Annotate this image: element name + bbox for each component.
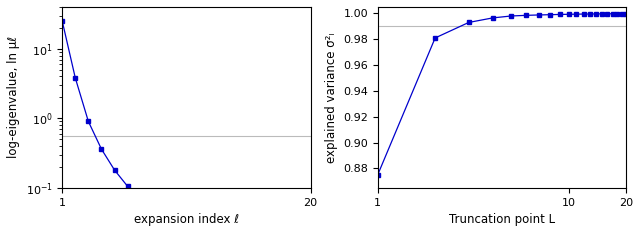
X-axis label: expansion index ℓ: expansion index ℓ: [134, 213, 239, 226]
Y-axis label: explained variance σ²ₗ: explained variance σ²ₗ: [324, 32, 337, 163]
Y-axis label: log-eigenvalue, ln μℓ: log-eigenvalue, ln μℓ: [7, 36, 20, 158]
X-axis label: Truncation point L: Truncation point L: [449, 213, 555, 226]
